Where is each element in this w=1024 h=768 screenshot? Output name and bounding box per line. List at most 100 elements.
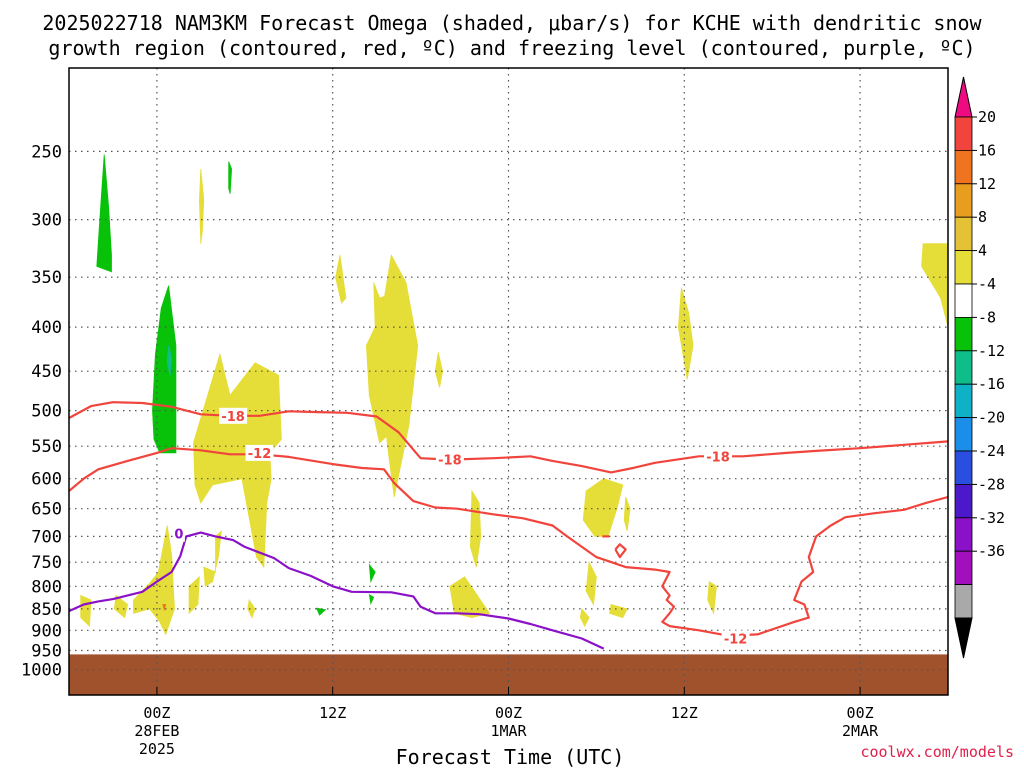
colorbar-segment-2 bbox=[954, 183, 973, 218]
y-tick-label-850: 850 bbox=[31, 600, 62, 620]
colorbar-bottom-triangle bbox=[954, 617, 973, 659]
y-tick-label-800: 800 bbox=[31, 577, 62, 597]
x-tick-label-30-0: 00Z bbox=[495, 704, 522, 722]
omega-region-yellow-13 bbox=[579, 607, 590, 627]
x-tick-label-42-0: 12Z bbox=[671, 704, 698, 722]
colorbar-label-6: -8 bbox=[978, 308, 996, 326]
y-tick-label-700: 700 bbox=[31, 527, 62, 547]
y-tick-label-400: 400 bbox=[31, 318, 62, 338]
chart-title-line1: 2025022718 NAM3KM Forecast Omega (shaded… bbox=[42, 11, 982, 35]
colorbar-segment-10 bbox=[954, 450, 973, 485]
x-tick-label-18-0: 12Z bbox=[319, 704, 346, 722]
colorbar-segment-12 bbox=[954, 517, 973, 552]
colorbar-label-5: -4 bbox=[978, 275, 996, 293]
contour-label-bg bbox=[219, 407, 248, 424]
y-tick-label-750: 750 bbox=[31, 553, 62, 573]
omega-region-yellow-19 bbox=[113, 594, 129, 619]
credit-text: coolwx.com/models bbox=[860, 743, 1014, 761]
omega-region-yellow-10 bbox=[582, 478, 624, 537]
y-tick-label-300: 300 bbox=[31, 211, 62, 231]
contour-label-bg bbox=[435, 451, 464, 468]
colorbar-segment-13 bbox=[954, 550, 973, 586]
pressure-axis: 2503003504004505005506006507007508008509… bbox=[21, 142, 62, 680]
x-tick-label-30-1: 1MAR bbox=[490, 722, 527, 740]
y-tick-label-650: 650 bbox=[31, 500, 62, 520]
x-tick-label-54-0: 00Z bbox=[847, 704, 874, 722]
colorbar-label-10: -24 bbox=[978, 442, 1005, 460]
colorbar-segment-9 bbox=[954, 417, 973, 452]
omega-region-yellow-4 bbox=[376, 253, 419, 498]
colorbar-label-0: 20 bbox=[978, 108, 996, 126]
contour-label-isotherm-minus-12: -12 bbox=[248, 447, 272, 462]
omega-region-yellow-14 bbox=[609, 603, 628, 619]
colorbar-label-11: -28 bbox=[978, 475, 1005, 493]
grid-lines bbox=[69, 68, 948, 695]
omega-region-yellow-2 bbox=[335, 255, 347, 304]
colorbar-label-4: 4 bbox=[978, 242, 987, 260]
y-tick-label-350: 350 bbox=[31, 268, 62, 288]
omega-region-yellow-11 bbox=[623, 496, 631, 532]
omega-region-green-upward-1 bbox=[96, 154, 112, 273]
omega-region-yellow-12 bbox=[585, 560, 597, 606]
y-tick-label-250: 250 bbox=[31, 142, 62, 162]
contour-isotherm-minus-12-loop bbox=[614, 543, 627, 559]
omega-region-yellow-5 bbox=[434, 352, 444, 388]
colorbar-label-8: -16 bbox=[978, 375, 1005, 393]
omega-region-yellow-18 bbox=[80, 594, 92, 627]
omega-region-yellow-15 bbox=[677, 287, 694, 380]
colorbar-segment-6 bbox=[954, 316, 973, 352]
omega-region-teal-core bbox=[166, 345, 173, 376]
omega-region-green-speck-top bbox=[228, 161, 233, 194]
colorbar-label-12: -32 bbox=[978, 509, 1005, 527]
contour-label-bg bbox=[172, 525, 185, 542]
omega-region-yellow-8 bbox=[449, 576, 491, 619]
omega-region-yellow-9 bbox=[469, 489, 482, 568]
y-tick-label-1000: 1000 bbox=[21, 661, 62, 681]
contour-label-isotherm-minus-18: -18 bbox=[221, 410, 245, 425]
colorbar-label-13: -36 bbox=[978, 542, 1005, 560]
x-tick-label-6-2: 2025 bbox=[139, 740, 175, 758]
x-tick-label-6-0: 00Z bbox=[143, 704, 170, 722]
omega-region-green-speck-1 bbox=[368, 563, 376, 584]
colorbar-segment-14 bbox=[954, 584, 973, 619]
colorbar-segment-3 bbox=[954, 216, 973, 251]
colorbar-segment-1 bbox=[954, 149, 973, 185]
colorbar-label-3: 8 bbox=[978, 208, 987, 226]
omega-region-yellow-21 bbox=[188, 575, 200, 615]
contour-label-freezing-level: 0 bbox=[174, 528, 183, 543]
contour-label-bg bbox=[721, 630, 750, 647]
y-tick-label-600: 600 bbox=[31, 470, 62, 490]
colorbar-segment-5 bbox=[954, 283, 973, 318]
x-tick-label-54-1: 2MAR bbox=[842, 722, 879, 740]
y-tick-label-550: 550 bbox=[31, 437, 62, 457]
colorbar-label-9: -20 bbox=[978, 409, 1005, 427]
omega-colorbar: 20 16 12 8 4 -4 -8 -12 -16 -20 -24 -28 -32 -36 bbox=[954, 76, 1005, 659]
contour-label-bg bbox=[245, 444, 274, 461]
colorbar-segment-7 bbox=[954, 350, 973, 385]
colorbar-label-2: 12 bbox=[978, 175, 996, 193]
omega-region-yellow-6 bbox=[193, 352, 282, 569]
colorbar-label-1: 16 bbox=[978, 141, 996, 159]
x-tick-label-6-1: 28FEB bbox=[134, 722, 179, 740]
omega-region-green-upward-2 bbox=[152, 285, 177, 454]
colorbar-top-triangle bbox=[954, 76, 973, 118]
colorbar-segment-4 bbox=[954, 250, 973, 285]
contour-label-isotherm-minus-18: -18 bbox=[438, 454, 462, 469]
omega-region-yellow-22 bbox=[247, 598, 256, 619]
omega-region-yellow-7 bbox=[203, 529, 222, 587]
temperature-contours: -18 -18 -18 -12 -12 0 bbox=[68, 401, 949, 650]
omega-region-yellow-1 bbox=[198, 168, 205, 244]
contour-label-isotherm-minus-18: -18 bbox=[706, 450, 730, 465]
y-tick-label-450: 450 bbox=[31, 362, 62, 382]
omega-region-green-speck-2 bbox=[368, 593, 375, 605]
y-tick-label-900: 900 bbox=[31, 621, 62, 641]
colorbar-label-7: -12 bbox=[978, 342, 1005, 360]
contour-freezing-level bbox=[68, 531, 605, 650]
colorbar-segment-11 bbox=[954, 483, 973, 519]
contour-label-isotherm-minus-12: -12 bbox=[724, 633, 748, 648]
omega-shading bbox=[69, 154, 949, 695]
colorbar-segment-0 bbox=[954, 116, 973, 151]
omega-region-yellow-16 bbox=[707, 580, 717, 615]
